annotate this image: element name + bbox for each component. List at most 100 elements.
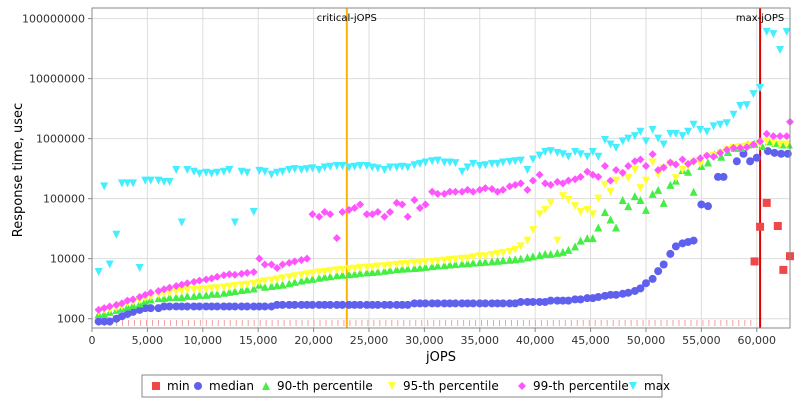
data-series xyxy=(94,27,794,326)
data-point xyxy=(776,140,785,149)
data-point xyxy=(729,110,738,119)
data-point xyxy=(487,251,496,260)
data-point xyxy=(445,256,454,265)
data-point xyxy=(600,207,609,216)
legend-swatch xyxy=(629,382,637,390)
data-point xyxy=(440,299,449,308)
data-point xyxy=(237,302,246,311)
data-point xyxy=(624,288,633,297)
data-point xyxy=(195,285,204,294)
data-point xyxy=(612,166,621,175)
data-point xyxy=(345,300,354,309)
data-point xyxy=(320,272,329,281)
data-point xyxy=(749,140,758,149)
data-point xyxy=(202,290,211,299)
data-point xyxy=(105,302,114,311)
data-point xyxy=(541,179,550,188)
data-point xyxy=(165,292,174,301)
data-point xyxy=(338,265,347,274)
data-point xyxy=(641,176,650,185)
data-point xyxy=(415,263,424,272)
data-point xyxy=(523,236,532,245)
series-median xyxy=(94,147,792,326)
data-point xyxy=(202,168,211,177)
data-point xyxy=(297,271,306,280)
data-point xyxy=(749,90,758,99)
data-point xyxy=(350,264,359,273)
data-point xyxy=(624,202,633,211)
data-point xyxy=(588,234,597,243)
data-point xyxy=(445,299,454,308)
x-tick-label: 0 xyxy=(89,334,96,347)
data-point xyxy=(630,192,639,201)
legend-label: 90-th percentile xyxy=(277,379,373,393)
data-point xyxy=(654,166,663,175)
data-point xyxy=(195,169,204,178)
data-point xyxy=(769,138,778,147)
x-tick-label: 60,000 xyxy=(738,334,777,347)
data-point xyxy=(356,268,365,277)
data-point xyxy=(290,300,299,309)
data-point xyxy=(528,176,537,185)
data-point xyxy=(487,184,496,193)
data-point xyxy=(736,101,745,110)
data-point xyxy=(528,252,537,261)
data-point xyxy=(230,302,239,311)
data-point xyxy=(564,152,573,161)
data-point xyxy=(654,170,663,179)
data-point xyxy=(516,254,525,263)
data-point xyxy=(315,212,324,221)
data-point xyxy=(386,261,395,270)
data-point xyxy=(302,254,311,263)
data-point xyxy=(177,286,186,295)
data-point xyxy=(516,242,525,251)
data-point xyxy=(636,184,645,193)
data-point xyxy=(769,30,778,39)
data-point xyxy=(541,205,550,214)
legend-swatch xyxy=(262,382,270,390)
data-point xyxy=(332,271,341,280)
data-point xyxy=(183,302,192,311)
data-point xyxy=(386,163,395,172)
data-point xyxy=(469,253,478,262)
data-point xyxy=(373,300,382,309)
data-point xyxy=(553,296,562,305)
data-point xyxy=(219,302,228,311)
data-point xyxy=(308,300,317,309)
data-point xyxy=(594,223,603,232)
data-point xyxy=(648,125,657,134)
data-point xyxy=(362,300,371,309)
data-point xyxy=(546,180,555,189)
data-point xyxy=(243,285,252,294)
data-point xyxy=(535,297,544,306)
data-point xyxy=(523,166,532,175)
data-point xyxy=(326,272,335,281)
data-point xyxy=(493,299,502,308)
data-point xyxy=(600,180,609,189)
data-point xyxy=(213,302,222,311)
data-point xyxy=(671,129,680,138)
data-point xyxy=(100,309,109,318)
data-point xyxy=(165,283,174,292)
data-point xyxy=(463,259,472,268)
data-point xyxy=(392,265,401,274)
data-point xyxy=(588,147,597,156)
data-point xyxy=(195,276,204,285)
x-axis-title: jOPS xyxy=(425,350,456,365)
data-point xyxy=(183,286,192,295)
y-tick-label: 10000000 xyxy=(29,73,85,86)
data-point xyxy=(128,179,137,188)
data-point xyxy=(458,167,467,176)
data-point xyxy=(428,157,437,166)
data-point xyxy=(362,210,371,219)
data-point xyxy=(742,143,751,152)
data-point xyxy=(320,300,329,309)
data-point xyxy=(583,152,592,161)
data-point xyxy=(612,223,621,232)
data-point xyxy=(576,172,585,181)
data-point xyxy=(165,288,174,297)
data-point xyxy=(260,282,269,291)
data-point xyxy=(564,176,573,185)
x-tick-label: 15,000 xyxy=(239,334,278,347)
legend-label: max xyxy=(644,379,670,393)
